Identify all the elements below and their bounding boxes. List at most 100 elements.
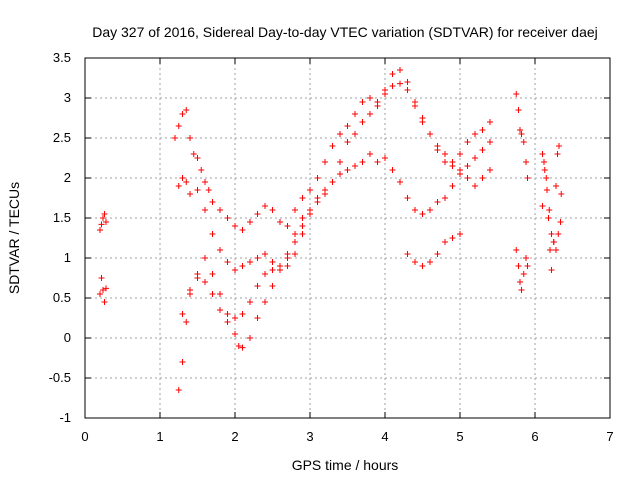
data-point [479, 127, 486, 133]
data-point [487, 119, 493, 125]
data-point [202, 279, 208, 285]
data-point [449, 163, 456, 169]
data-point [314, 199, 321, 205]
data-point [292, 231, 298, 237]
data-point [541, 167, 548, 173]
data-point [314, 175, 321, 181]
data-point [547, 247, 553, 253]
data-point [262, 299, 268, 305]
data-point [187, 291, 193, 297]
data-point [427, 131, 433, 137]
data-point [179, 311, 186, 317]
y-tick-label: 2 [64, 170, 71, 185]
data-point [359, 159, 366, 165]
y-tick-label: 1.5 [53, 210, 71, 225]
data-point [434, 147, 441, 153]
data-point [292, 207, 298, 213]
data-point [247, 299, 253, 305]
data-point [344, 123, 351, 129]
data-point [479, 175, 486, 181]
data-point [553, 183, 559, 189]
data-point [412, 259, 418, 265]
y-axis-label: SDTVAR / TECUs [6, 182, 22, 294]
x-tick-label: 5 [456, 429, 463, 444]
y-tick-labels: -1 -0.5 0 0.5 1 1.5 2 2.5 3 3.5 [49, 50, 71, 425]
x-tick-label: 2 [231, 429, 238, 444]
data-point [442, 151, 448, 157]
data-point [299, 195, 306, 201]
data-point [513, 91, 520, 97]
data-point [404, 87, 411, 93]
data-point [337, 159, 343, 165]
data-point [517, 127, 523, 133]
data-point [457, 171, 463, 177]
data-point [517, 279, 523, 285]
y-tick-label: -1 [59, 410, 71, 425]
data-point [299, 215, 306, 221]
data-point [235, 343, 242, 349]
data-point [284, 223, 291, 229]
data-point [487, 167, 493, 173]
data-point [187, 191, 193, 197]
data-point [224, 319, 231, 325]
data-point [442, 159, 448, 165]
data-point [389, 167, 396, 173]
data-point [307, 187, 313, 193]
data-point [344, 167, 351, 173]
data-point [397, 67, 403, 73]
y-tick-label: 3.5 [53, 50, 71, 65]
data-point [179, 175, 186, 181]
data-point [518, 287, 525, 293]
data-point [442, 239, 448, 245]
data-point [434, 199, 441, 205]
data-point [382, 155, 388, 161]
data-point [100, 215, 106, 221]
data-point [194, 187, 201, 193]
x-tick-label: 1 [156, 429, 163, 444]
data-point [457, 231, 463, 237]
data-point [262, 271, 268, 277]
data-point [404, 195, 411, 201]
data-point [284, 255, 291, 261]
x-tick-label: 6 [531, 429, 538, 444]
data-point [97, 291, 103, 297]
data-point [269, 259, 276, 265]
data-point [103, 219, 109, 225]
x-tick-label: 3 [306, 429, 313, 444]
data-point [524, 263, 531, 269]
data-point [239, 311, 246, 317]
data-point [367, 151, 373, 157]
data-point [277, 263, 283, 269]
data-point [329, 143, 336, 149]
data-point [419, 211, 426, 217]
data-point [254, 283, 261, 289]
x-tick-label: 4 [381, 429, 388, 444]
data-point [558, 191, 565, 197]
data-point [209, 231, 216, 237]
y-tick-label: 2.5 [53, 130, 71, 145]
data-point [515, 263, 522, 269]
data-point [412, 207, 418, 213]
data-point [374, 159, 381, 165]
data-point [457, 151, 463, 157]
grid-layer [85, 58, 610, 418]
data-point [97, 227, 103, 233]
data-point [232, 331, 238, 337]
data-point [292, 239, 298, 245]
data-point [98, 275, 105, 281]
data-point [544, 187, 550, 193]
x-tick-label: 7 [606, 429, 613, 444]
data-point [202, 179, 208, 185]
data-point [344, 139, 351, 145]
data-point [556, 143, 562, 149]
data-point [487, 139, 493, 145]
data-point [209, 291, 216, 297]
data-point [101, 299, 108, 305]
data-point [479, 147, 486, 153]
data-point [352, 131, 358, 137]
data-point [224, 259, 231, 265]
data-point [205, 187, 212, 193]
data-point [359, 119, 366, 125]
data-point [449, 235, 456, 241]
